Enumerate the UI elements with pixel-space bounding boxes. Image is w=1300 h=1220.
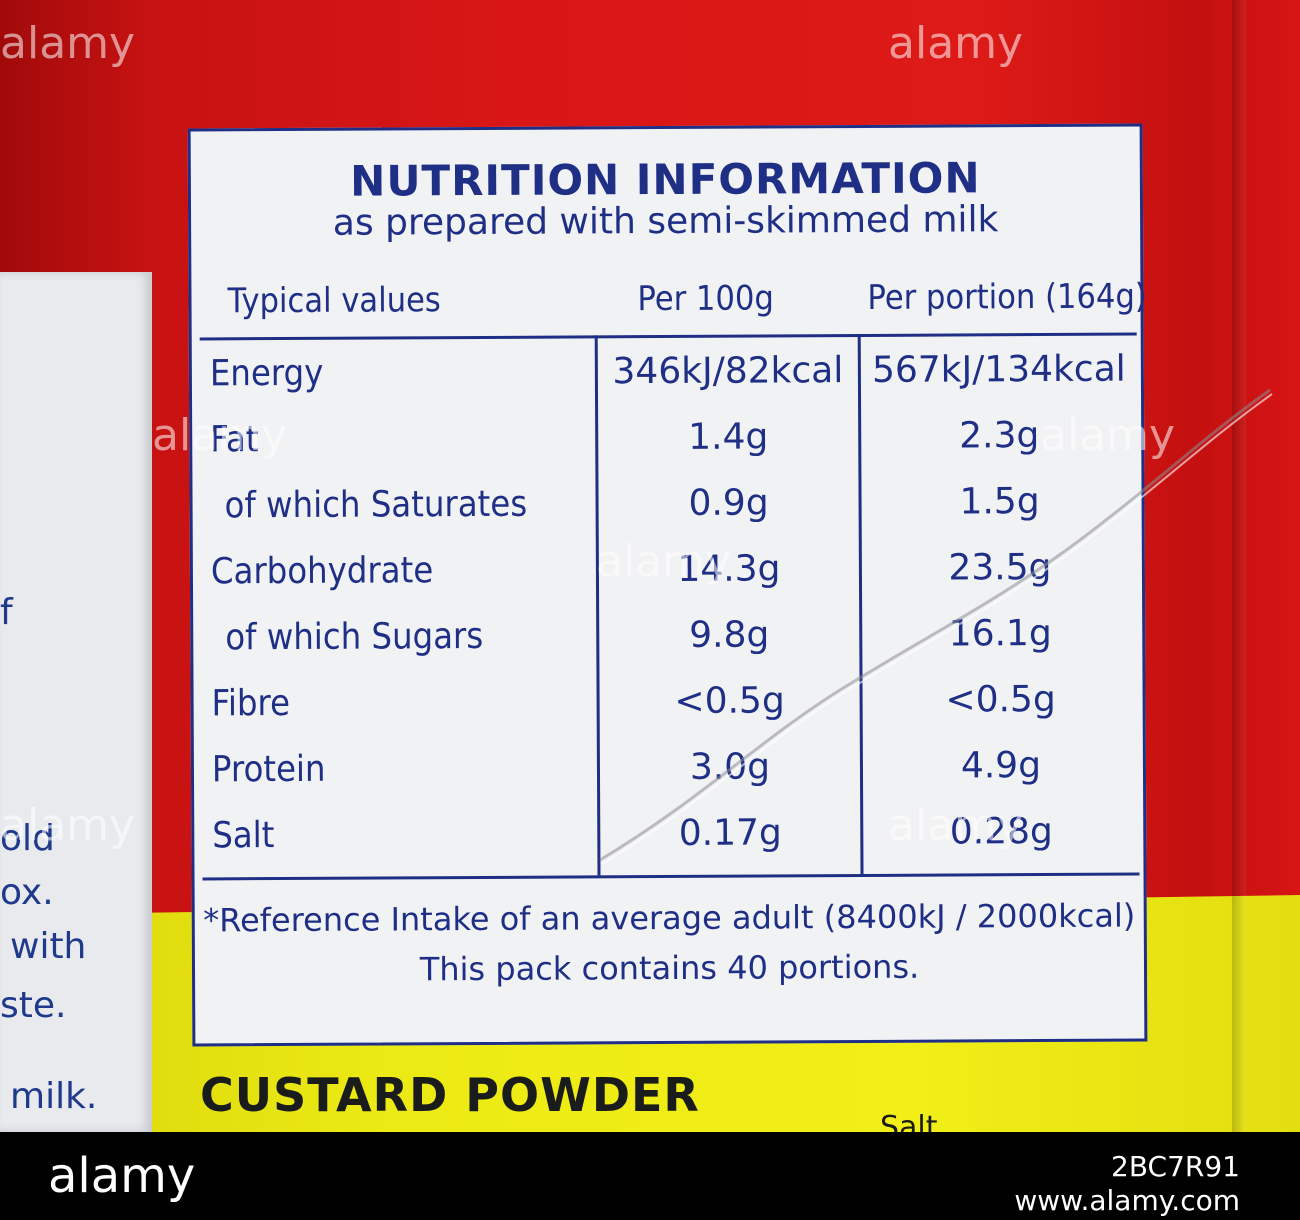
side-label-text: old xyxy=(0,818,55,859)
table-row: Energy 346kJ/82kcal 567kJ/134kcal xyxy=(192,343,1141,414)
watermark-logo: alamy xyxy=(152,410,288,461)
watermark-logo: alamy xyxy=(888,800,1024,851)
watermark-logo: alamy xyxy=(888,18,1024,69)
table-row: of which Sugars 9.8g 16.1g xyxy=(193,607,1142,678)
package-seam xyxy=(1232,0,1246,1132)
table-rule xyxy=(199,332,1137,341)
nutrient-name: of which Sugars xyxy=(225,615,484,659)
product-name: CUSTARD POWDER xyxy=(200,1068,700,1122)
value-per-portion: 16.1g xyxy=(948,612,1052,655)
side-label-text: with xyxy=(10,926,87,967)
watermark-logo: alamy xyxy=(596,536,732,587)
watermark-logo: alamy xyxy=(0,18,136,69)
stock-footer-bar xyxy=(0,1132,1300,1220)
pack-portions-note: This pack contains 40 portions. xyxy=(419,947,920,989)
value-per-100g: 0.17g xyxy=(678,812,782,854)
value-per-100g: 1.4g xyxy=(688,416,769,458)
watermark-logo: alamy xyxy=(0,800,136,851)
side-label-text: ox. xyxy=(0,872,54,913)
cropped-ingredient-text: Salt xyxy=(880,1110,938,1132)
nutrient-name: Salt xyxy=(212,815,275,857)
header-typical-values: Typical values xyxy=(227,280,441,322)
value-per-portion: <0.5g xyxy=(945,678,1056,721)
side-label-text: milk. xyxy=(10,1076,98,1117)
table-row: Fat 1.4g 2.3g xyxy=(192,409,1141,480)
image-id: 2BC7R91 xyxy=(1111,1150,1240,1183)
table-row: Fibre <0.5g <0.5g xyxy=(193,673,1142,744)
value-per-portion: 567kJ/134kcal xyxy=(871,348,1126,391)
table-row: of which Saturates 0.9g 1.5g xyxy=(192,475,1141,546)
nutrient-name: of which Saturates xyxy=(224,483,528,527)
value-per-100g: 3.0g xyxy=(689,746,771,788)
value-per-100g: 9.8g xyxy=(689,614,770,656)
value-per-100g: <0.5g xyxy=(674,680,785,722)
value-per-100g: 0.9g xyxy=(688,482,769,524)
nutrient-name: Fibre xyxy=(211,682,291,725)
nutrient-name: Protein xyxy=(211,748,326,791)
side-label-text: f xyxy=(0,592,13,633)
value-per-portion: 1.5g xyxy=(959,481,1040,523)
site-url: www.alamy.com xyxy=(1014,1184,1240,1217)
side-label-text: ste. xyxy=(0,985,67,1026)
watermark-logo: alamy xyxy=(1040,410,1176,461)
value-per-portion: 4.9g xyxy=(960,745,1042,787)
panel-subtitle: as prepared with semi-skimmed milk xyxy=(332,199,999,244)
header-per-portion: Per portion (164g) xyxy=(867,276,1147,318)
reference-intake-note: *Reference Intake of an average adult (8… xyxy=(203,896,1136,940)
header-per-100g: Per 100g xyxy=(637,278,774,320)
nutrient-name: Energy xyxy=(209,352,324,395)
nutrient-name: Carbohydrate xyxy=(210,550,434,593)
value-per-portion: 23.5g xyxy=(948,546,1052,589)
footer-logo: alamy xyxy=(48,1148,196,1204)
value-per-100g: 346kJ/82kcal xyxy=(612,350,844,393)
photo-scene: f old ox. with ste. milk. NUTRITION INFO… xyxy=(0,0,1300,1132)
table-row: Protein 3.0g 4.9g xyxy=(194,739,1143,810)
side-label xyxy=(0,272,152,1132)
